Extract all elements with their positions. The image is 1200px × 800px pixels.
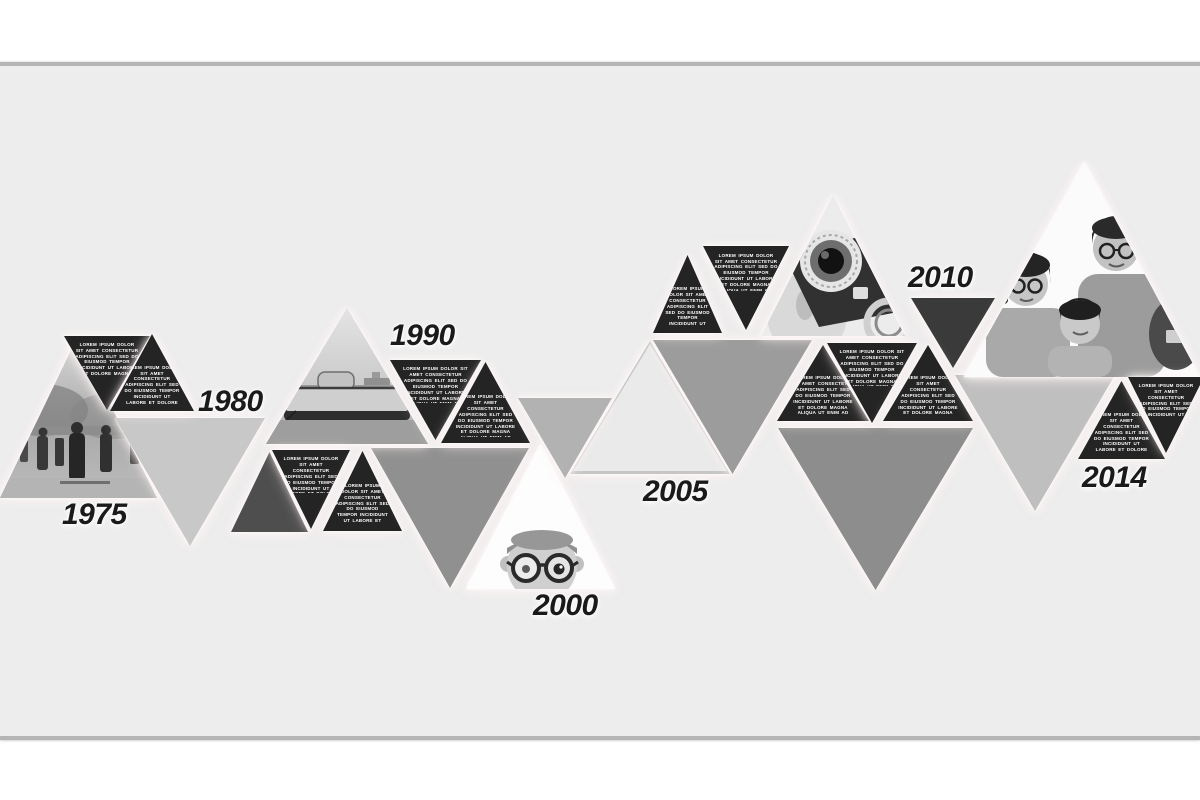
triangle-body-text: lorem ipsum dolor sit amet consectetur a… [1138,383,1194,418]
year-label-1975: 1975 [62,498,127,531]
triangle-1975-text-up: lorem ipsum dolor sit amet consectetur a… [110,334,194,411]
triangle-body-text: lorem ipsum dolor sit amet consectetur a… [839,349,905,386]
triangle-2010-text-up-2: lorem ipsum dolor sit amet consectetur a… [883,345,973,421]
triangle-2005-soft-inverted [518,398,612,478]
triangle-1990-text-up: lorem ipsum dolor sit amet consectetur a… [441,362,530,443]
triangle-body-text: lorem ipsum dolor sit amet consectetur a… [455,394,516,437]
triangle-body-text: lorem ipsum dolor sit amet consectetur a… [1094,412,1149,453]
year-label-2010: 2010 [908,261,973,294]
triangle-2010-gray-inverted [778,428,973,590]
triangle-1990-text-up-low: lorem ipsum dolor sit amet consectetur a… [323,451,402,531]
top-rule [0,62,1200,66]
family-photo [964,162,1200,377]
triangle-2005-photo [761,195,905,336]
triangle-2010-text-inverted: lorem ipsum dolor sit amet consectetur a… [827,343,917,423]
triangle-2005-text-inverted: lorem ipsum dolor sit amet consectetur a… [703,246,789,330]
triangle-body-text: lorem ipsum dolor sit amet consectetur a… [75,341,139,376]
triangle-2014-photo [964,162,1200,377]
triangle-body-text: lorem ipsum dolor sit amet consectetur a… [283,456,339,492]
year-label-1980: 1980 [198,385,263,418]
year-label-2005: 2005 [643,475,708,508]
triangle-body-text: lorem ipsum dolor sit amet consectetur a… [791,375,855,416]
year-label-2000: 2000 [533,589,598,622]
bottom-rule [0,736,1200,740]
year-label-1990: 1990 [390,319,455,352]
triangle-body-text: lorem ipsum dolor sit amet consectetur a… [898,375,958,416]
triangle-2005-text-up: lorem ipsum dolor sit amet consectetur a… [653,255,722,333]
year-label-2014: 2014 [1082,461,1147,494]
triangle-body-text: lorem ipsum dolor sit amet consectetur a… [714,252,778,292]
triangle-body-text: lorem ipsum dolor sit amet consectetur a… [665,286,710,327]
triangle-body-text: lorem ipsum dolor sit amet consectetur a… [335,483,390,525]
triangle-2014-text-inverted: lorem ipsum dolor sit amet consectetur a… [1128,377,1200,453]
triangle-body-text: lorem ipsum dolor sit amet consectetur a… [403,366,468,403]
triangle-body-text: lorem ipsum dolor sit amet consectetur a… [124,364,180,405]
